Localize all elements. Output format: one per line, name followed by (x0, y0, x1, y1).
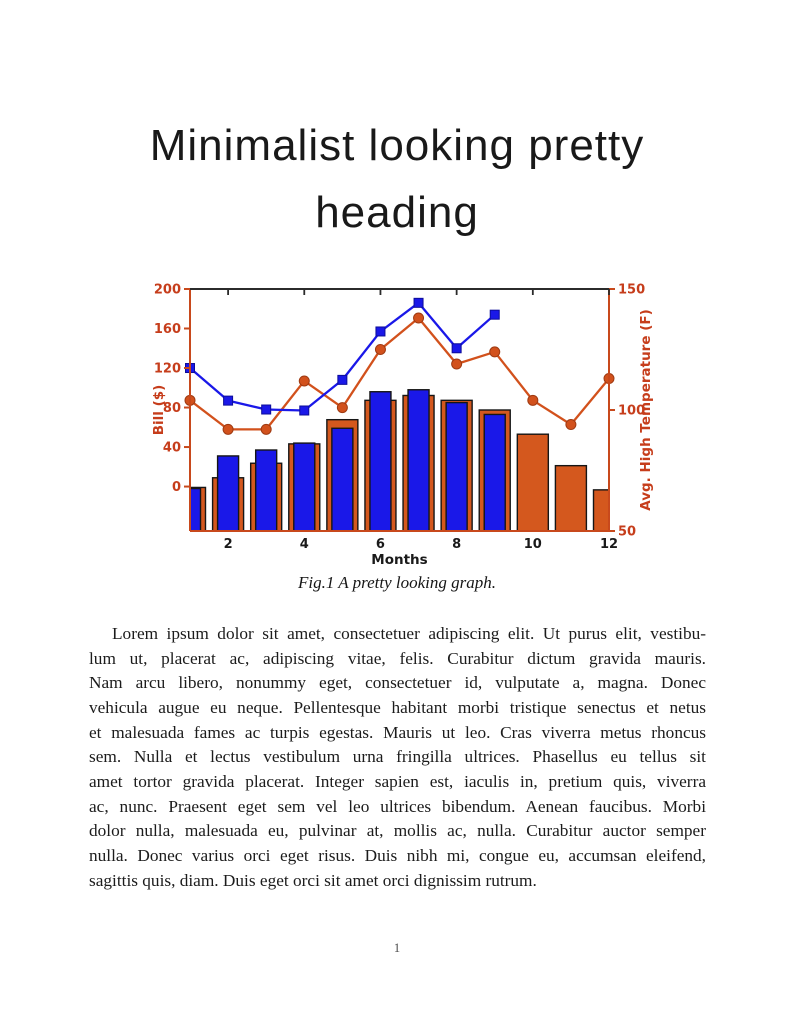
temperature-bars-bar (516, 433, 550, 532)
bill-bars-bar (254, 449, 278, 532)
temperature-line-marker (298, 375, 310, 387)
temperature-line-marker (451, 358, 463, 370)
chart-svg: 0 40 80 120 160 200 50 100 150 2 4 6 8 10 12 Months Bill… (151, 283, 654, 569)
body-line: nulla. Donec varius orci eget risus. Dui… (89, 845, 706, 865)
x-tick-label: 2 (224, 537, 233, 552)
temperature-line-marker (374, 344, 386, 355)
body-line: dolor nulla, malesuada eu, pulvinar at, … (89, 821, 706, 841)
page-title-line1: Minimalist looking pretty (149, 121, 645, 170)
left-axis-title: Bill ($) (151, 385, 167, 436)
figure-chart: 0 40 80 120 160 200 50 100 150 2 4 6 8 10 12 Months Bill… (150, 272, 670, 572)
body-line: amet tortor gravida placerat. Integer sa… (89, 771, 706, 791)
bill-bars (190, 389, 506, 532)
temperature-line-marker (565, 419, 577, 431)
x-axis-title: Months (371, 552, 427, 568)
bill-bars-bar (483, 413, 506, 532)
x-tick-label: 10 (524, 537, 542, 552)
page-number: 1 (393, 941, 401, 955)
temperature-bars-bar (554, 464, 588, 532)
bill-line-marker (223, 395, 234, 406)
temperature-bars-bar (592, 489, 609, 532)
temperature-line-marker (260, 423, 272, 435)
left-tick-label: 120 (154, 362, 181, 377)
left-tick-label: 200 (154, 283, 181, 298)
page-title: Minimalist looking pretty heading (0, 112, 794, 246)
body-line: ac, nunc. Praesent eget sem vel leo ultr… (89, 796, 706, 816)
x-tick-label: 4 (300, 537, 309, 552)
bill-line-marker (451, 343, 462, 354)
temperature-line-marker (413, 312, 425, 324)
x-tick-label: 12 (600, 537, 618, 552)
temperature-line-marker (489, 346, 501, 358)
bill-line-marker (261, 404, 272, 415)
page-title-line2: heading (315, 188, 479, 237)
bill-line-marker (299, 405, 310, 416)
bill-line (189, 301, 496, 412)
right-axis-title: Avg. High Temperature (F) (638, 309, 654, 511)
left-tick-label: 40 (163, 441, 181, 456)
bill-line-marker (413, 297, 424, 308)
temperature-line-marker (336, 402, 348, 414)
body-line: sagittis quis, diam. Duis eget orci sit … (89, 870, 537, 890)
bill-bars-bar (445, 401, 468, 532)
body-paragraph: Lorem ipsum dolor sit amet, consectetuer… (89, 622, 706, 893)
body-line: Lorem ipsum dolor sit amet, consectetuer… (112, 624, 706, 643)
temperature-line (189, 316, 610, 431)
figure-caption: Fig.1 A pretty looking graph. (297, 573, 496, 592)
bill-line-marker (375, 326, 386, 337)
x-tick-label: 6 (376, 537, 385, 552)
left-tick-label: 0 (172, 480, 181, 495)
right-tick-label: 100 (618, 404, 645, 419)
body-line: vehicula augue eu neque. Pellentesque ha… (89, 697, 706, 717)
bill-line-marker (489, 309, 500, 320)
x-tick-label: 8 (452, 537, 461, 552)
temperature-line-marker (527, 394, 539, 406)
left-tick-label: 160 (154, 322, 181, 337)
bill-line-marker (337, 374, 348, 385)
body-line: Nam arcu libero, nonummy eget, consectet… (89, 673, 706, 693)
temperature-line-marker (222, 423, 234, 435)
bill-bars-bar (331, 427, 354, 532)
bill-bars-bar (293, 442, 316, 532)
bill-bars-bar (190, 487, 202, 532)
left-tick-label: 80 (163, 401, 181, 416)
bill-bars-bar (216, 455, 240, 532)
right-tick-label: 150 (618, 283, 645, 298)
body-line: sem. Nulla et lectus vestibulum urna fri… (89, 747, 706, 767)
bill-bars-bar (369, 391, 392, 532)
body-line: lum ut, placerat ac, adipiscing vitae, f… (89, 648, 706, 668)
bill-bars-bar (407, 389, 430, 532)
body-line: et malesuada fames ac turpis egestas. Ma… (89, 722, 706, 742)
right-tick-label: 50 (618, 525, 636, 540)
